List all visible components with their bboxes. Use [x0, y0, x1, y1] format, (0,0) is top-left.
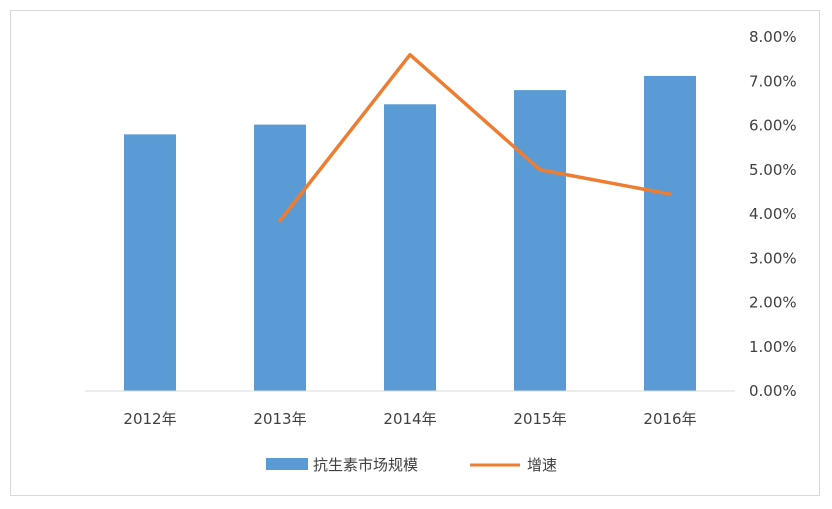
y-tick-label: 7.00%: [749, 72, 797, 90]
x-tick-label: 2014年: [383, 410, 436, 428]
x-tick-label: 2012年: [123, 410, 176, 428]
bar-3: [514, 90, 566, 391]
x-tick-label: 2013年: [253, 410, 306, 428]
x-tick-label: 2015年: [513, 410, 566, 428]
y-tick-label: 3.00%: [749, 249, 797, 267]
legend-swatch-bar: [266, 458, 308, 470]
bar-1: [254, 124, 306, 392]
y-tick-label: 6.00%: [749, 117, 797, 135]
y-tick-label: 1.00%: [749, 338, 797, 356]
y-tick-label: 2.00%: [749, 294, 797, 312]
legend: 抗生素市场规模 增速: [266, 456, 557, 474]
y-tick-label: 5.00%: [749, 161, 797, 179]
bar-4: [644, 75, 696, 391]
y-tick-label: 4.00%: [749, 205, 797, 223]
bar-series: [124, 75, 696, 392]
bar-0: [124, 134, 176, 391]
y-tick-label: 8.00%: [749, 28, 797, 46]
legend-label-bar: 抗生素市场规模: [313, 456, 418, 474]
y-axis-ticks: 0.00% 1.00% 2.00% 3.00% 4.00% 5.00% 6.00% 7.00%…: [749, 28, 797, 400]
y-tick-label: 0.00%: [749, 382, 797, 400]
legend-label-line: 增速: [527, 456, 557, 474]
bar-2: [384, 104, 436, 391]
line-series: [278, 52, 672, 223]
growth-line: [278, 52, 672, 223]
x-axis-ticks: 2012年 2013年 2014年 2015年 2016年: [123, 410, 696, 428]
x-tick-label: 2016年: [643, 410, 696, 428]
